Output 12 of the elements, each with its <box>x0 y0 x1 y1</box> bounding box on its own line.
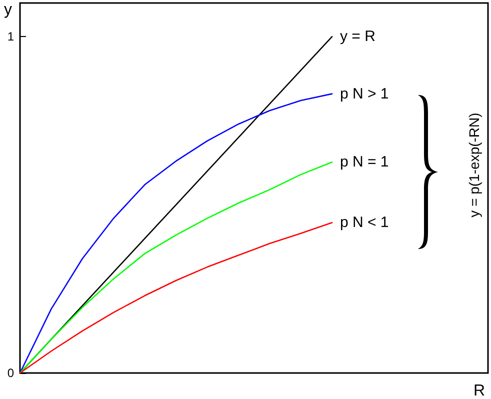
series-label: p N > 1 <box>340 85 389 102</box>
annotation: y = p(1-exp(-RN) <box>466 112 482 218</box>
line-series <box>19 222 333 374</box>
series-label: p N < 1 <box>340 214 389 232</box>
y-axis-title: y <box>4 2 12 18</box>
y-tick-label: 1 <box>7 30 14 44</box>
y-tick-label: 0 <box>7 366 14 380</box>
series-label: y = R <box>340 28 376 46</box>
line-series <box>19 161 333 374</box>
x-axis-title: R <box>473 382 486 399</box>
line-series <box>19 93 333 374</box>
series-label: p N = 1 <box>340 154 389 171</box>
